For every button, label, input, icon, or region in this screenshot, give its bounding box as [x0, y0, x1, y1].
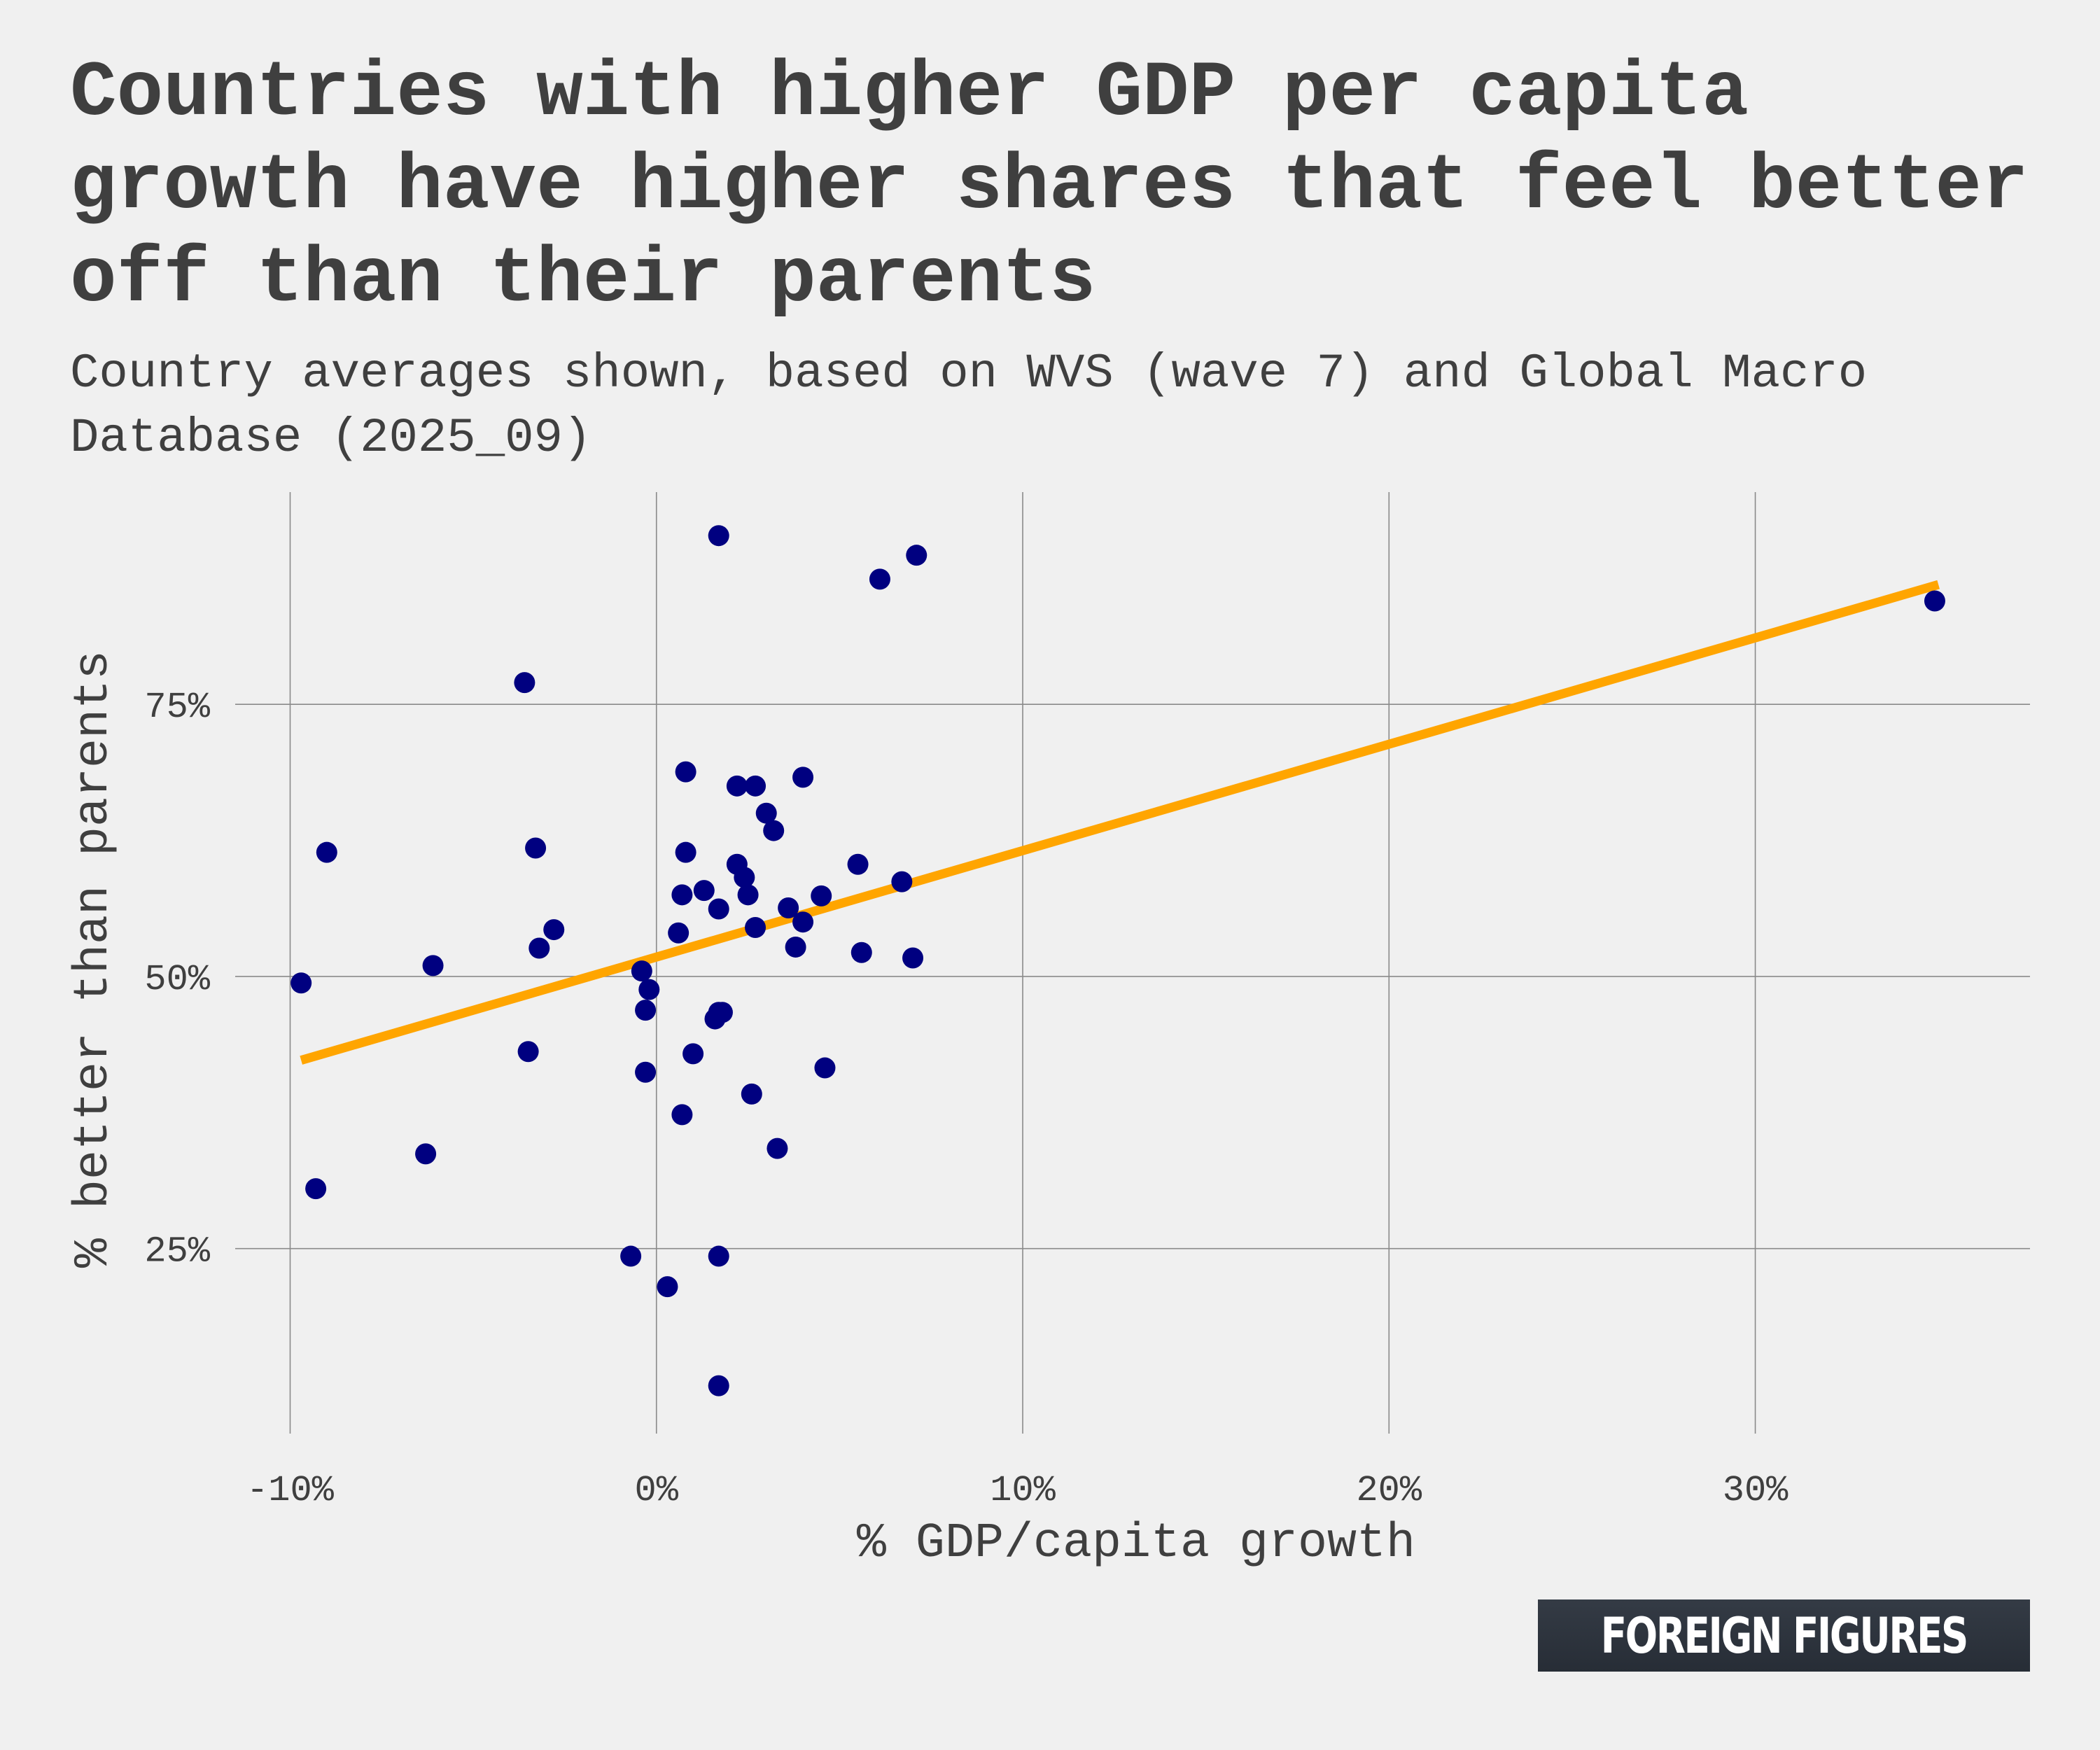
data-point: [305, 1178, 327, 1200]
x-axis-label: % GDP/capita growth: [857, 1516, 1415, 1572]
data-point: [745, 916, 766, 938]
x-tick-label: 0%: [635, 1470, 679, 1511]
data-point: [737, 884, 759, 906]
data-point: [869, 568, 890, 590]
x-tick-label: -10%: [246, 1470, 335, 1511]
data-point: [726, 775, 748, 797]
data-point: [415, 1143, 437, 1165]
data-point: [671, 1104, 693, 1126]
data-point: [763, 820, 785, 841]
data-point: [766, 1138, 788, 1159]
data-point: [675, 841, 696, 863]
chart-title: Countries with higher GDP per capita gro…: [70, 50, 2029, 324]
data-point: [528, 937, 550, 959]
data-point: [792, 911, 814, 933]
data-point: [638, 979, 660, 1000]
data-point: [778, 897, 799, 918]
data-point: [682, 1043, 704, 1065]
data-point: [316, 841, 337, 863]
data-point: [811, 885, 832, 906]
data-point: [704, 1008, 726, 1030]
data-point: [635, 1000, 657, 1021]
data-point: [543, 919, 565, 941]
data-point: [1924, 590, 1945, 612]
axis-ticks: -10% 0% 10% 20% 30% 25% 50% 75%: [144, 687, 1788, 1511]
brand-logo-text: FOREIGN FIGURES: [1600, 1606, 1969, 1665]
x-tick-label: 10%: [990, 1470, 1056, 1511]
brand-logo: FOREIGN FIGURES: [1538, 1600, 2030, 1672]
data-point: [785, 936, 806, 958]
data-point: [792, 766, 814, 788]
y-axis-label: % better than parents: [66, 650, 122, 1268]
y-tick-label: 75%: [144, 687, 210, 728]
data-point: [902, 947, 924, 969]
data-point: [620, 1245, 642, 1267]
data-point: [734, 867, 755, 888]
trendline-layer: [300, 580, 1940, 1065]
x-tick-label: 30%: [1723, 1470, 1788, 1511]
data-point: [906, 545, 927, 566]
data-point: [517, 1041, 539, 1063]
data-point: [671, 884, 693, 906]
data-point: [514, 672, 536, 694]
data-point: [745, 775, 766, 797]
data-point: [668, 922, 690, 944]
data-point: [741, 1083, 762, 1105]
data-point: [814, 1057, 836, 1079]
data-point: [635, 1061, 657, 1083]
y-tick-label: 25%: [144, 1231, 210, 1273]
data-point: [850, 941, 872, 963]
data-point: [657, 1276, 678, 1298]
trendline: [300, 580, 1940, 1065]
y-tick-label: 50%: [144, 959, 210, 1000]
data-point: [422, 955, 444, 976]
data-point: [631, 960, 652, 982]
data-point: [525, 837, 547, 859]
data-point: [755, 802, 777, 824]
grid-lines: [235, 492, 2030, 1434]
data-point: [847, 853, 869, 875]
data-point: [891, 871, 913, 892]
data-point: [708, 1245, 729, 1267]
chart-subtitle: Country averages shown, based on WVS (wa…: [70, 346, 1868, 465]
data-point: [708, 525, 729, 547]
data-point: [693, 880, 715, 902]
data-point: [708, 898, 729, 920]
data-points: [290, 525, 1945, 1396]
data-point: [708, 1375, 729, 1396]
data-point: [290, 972, 312, 994]
data-point: [675, 761, 696, 783]
x-tick-label: 20%: [1356, 1470, 1422, 1511]
